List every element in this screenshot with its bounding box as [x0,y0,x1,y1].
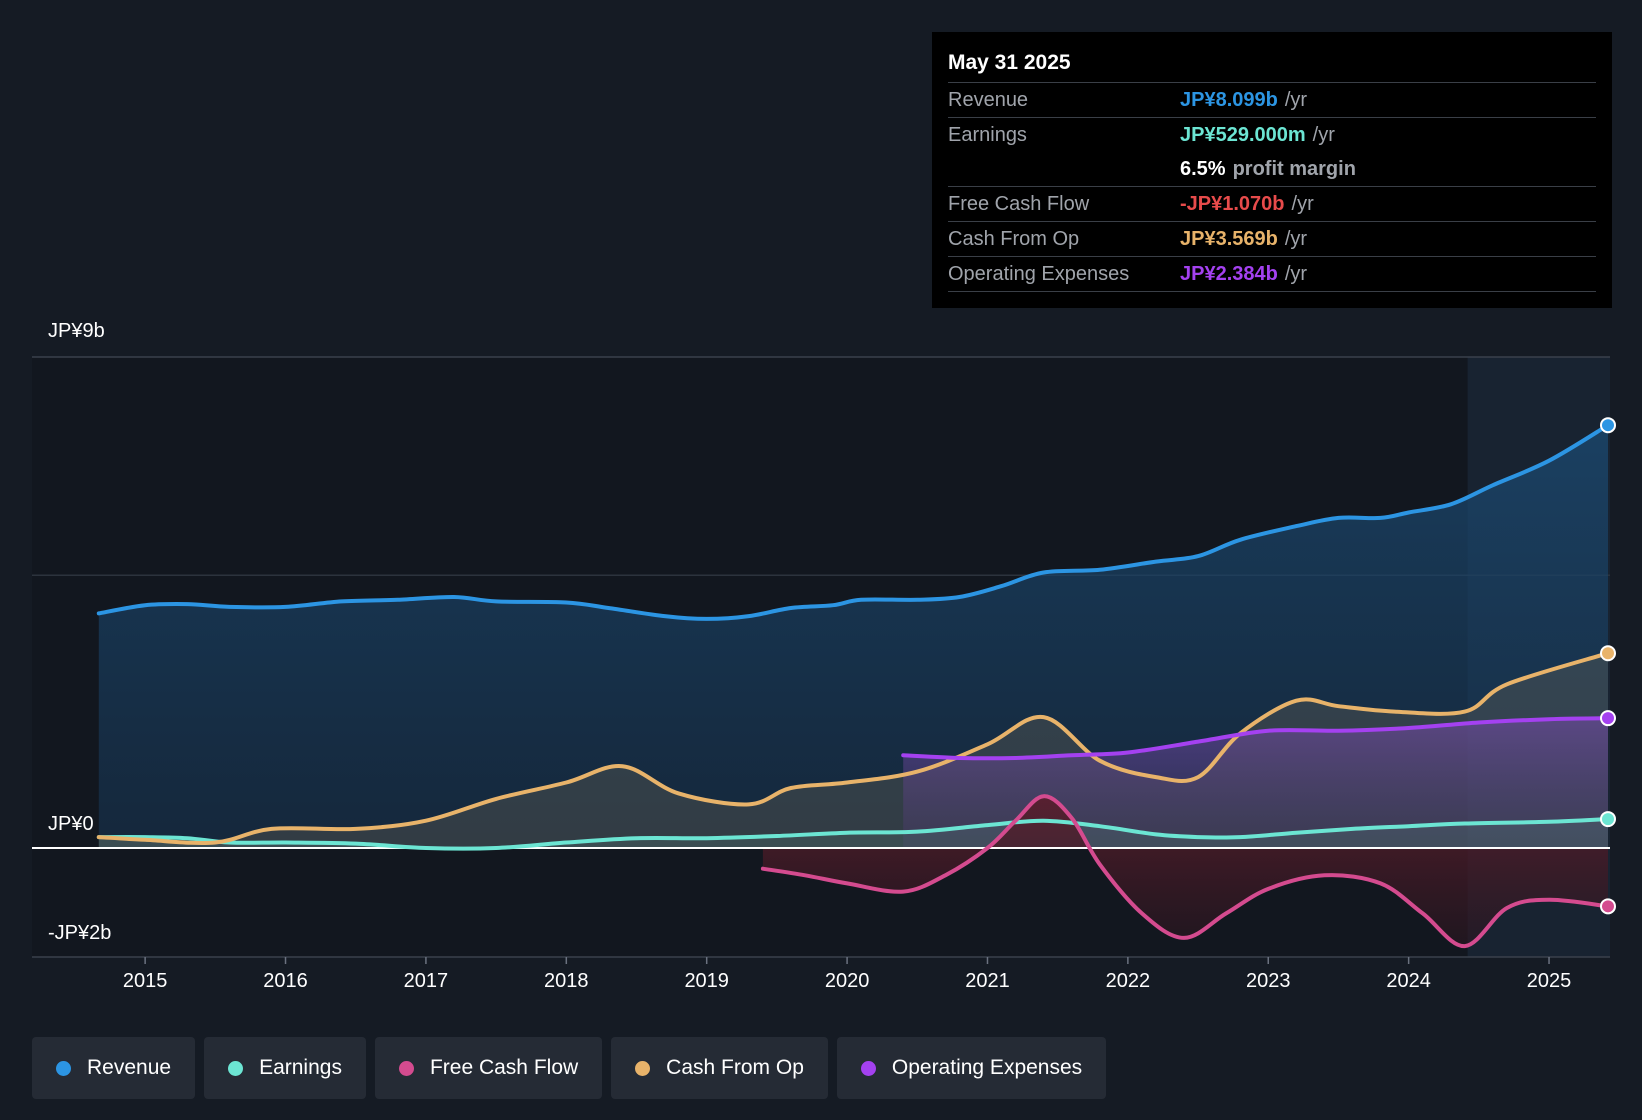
tooltip-row-opex: Operating Expenses JP¥2.384b /yr [948,257,1596,292]
cfo-dot-icon [635,1060,651,1076]
tooltip-label: Cash From Op [948,228,1080,250]
fcf-dot-icon [398,1060,414,1076]
tooltip-panel: May 31 2025 Revenue JP¥8.099b /yr Earnin… [932,32,1612,308]
opex-line [901,716,1610,761]
opex-area [903,718,1608,848]
revenue-dot-icon [56,1060,71,1076]
tooltip-unit: /yr [1312,124,1335,146]
tooltip-value: JP¥8.099b [1180,89,1278,111]
x-tick-label: 2024 [1386,970,1431,992]
tooltip-value: JP¥529.000m [1180,124,1306,146]
cfo-line [96,651,1610,846]
tooltip-value: -JP¥1.070b [1180,193,1285,215]
x-tick-label: 2025 [1526,970,1572,992]
legend-item-opex[interactable]: Operating Expenses [836,1037,1107,1099]
x-tick-label: 2020 [824,970,870,992]
tooltip-label: Earnings [948,124,1027,146]
fcf-end-marker [1600,898,1616,915]
tooltip-row-cfo: Cash From Op JP¥3.569b /yr [948,222,1596,257]
tooltip-label [948,152,1180,186]
legend-label: Cash From Op [666,1056,804,1079]
fcf-area [762,796,1608,947]
y-axis-bottom-label: -JP¥2b [48,922,112,944]
tooltip-unit: /yr [1284,228,1308,250]
x-tick-label: 2018 [544,970,589,992]
x-tick-label: 2021 [965,970,1010,992]
x-tick-label: 2017 [403,970,449,992]
legend: Revenue Earnings Free Cash Flow Cash Fro… [32,1037,1107,1099]
earnings-end-marker [1600,811,1616,828]
opex-dot-icon [860,1060,876,1076]
revenue-line [96,423,1610,621]
tooltip-unit: /yr [1291,193,1314,215]
legend-label: Earnings [259,1056,342,1079]
x-tick-label: 2023 [1246,970,1291,992]
revenue-end-marker [1600,417,1616,434]
tooltip-date: May 31 2025 [948,48,1596,83]
opex-end-marker [1600,710,1616,727]
tooltip-label: Free Cash Flow [948,193,1090,215]
tooltip-label: Operating Expenses [948,263,1130,285]
x-tick-label: 2022 [1105,970,1151,992]
x-tick-label: 2019 [684,970,729,992]
legend-label: Free Cash Flow [429,1056,579,1079]
legend-item-revenue[interactable]: Revenue [32,1037,196,1099]
tooltip-value: JP¥2.384b [1180,263,1278,285]
legend-item-earnings[interactable]: Earnings [204,1037,366,1099]
fcf-line [760,794,1610,949]
tooltip-value: JP¥3.569b [1180,228,1278,250]
tooltip-unit: /yr [1284,89,1308,111]
tooltip-row-revenue: Revenue JP¥8.099b /yr [948,83,1596,118]
tooltip-unit: /yr [1284,263,1308,285]
legend-item-fcf[interactable]: Free Cash Flow [374,1037,603,1099]
legend-item-cfo[interactable]: Cash From Op [611,1037,828,1099]
tooltip-unit: profit margin [1232,158,1356,180]
tooltip-row-profit-margin: 6.5% profit margin [948,152,1596,187]
tooltip-value: 6.5% [1180,158,1226,180]
legend-label: Revenue [87,1056,172,1079]
cfo-end-marker [1600,645,1616,662]
tooltip-row-fcf: Free Cash Flow -JP¥1.070b /yr [948,187,1596,222]
earnings-dot-icon [228,1060,244,1076]
y-axis-zero-label: JP¥0 [48,813,94,835]
legend-label: Operating Expenses [891,1056,1083,1079]
x-tick-label: 2016 [263,970,308,992]
x-tick-label: 2015 [122,970,168,992]
y-axis-top-label: JP¥9b [48,320,105,342]
tooltip-label: Revenue [948,89,1029,111]
tooltip-row-earnings: Earnings JP¥529.000m /yr [948,118,1596,152]
earnings-line [96,817,1610,851]
